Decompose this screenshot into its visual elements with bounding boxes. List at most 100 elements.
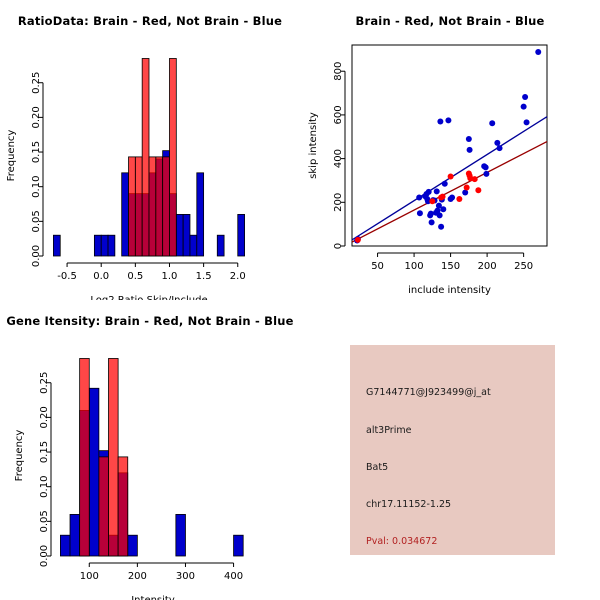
panel-gene-histogram: Gene Itensity: Brain - Red, Not Brain - … xyxy=(0,300,300,600)
ratio-histogram-svg: -0.5 0.0 0.5 1.0 1.5 2.0 0.00 0.05 0.10 0.15 0.20 0… xyxy=(6,58,246,300)
hist-bar xyxy=(121,172,129,257)
x-axis-label: Log2 Ratio Skip/Include xyxy=(90,295,207,300)
hist-bar xyxy=(175,514,186,557)
hist-bar xyxy=(93,234,102,257)
info-pval: Pval: 0.034672 xyxy=(366,536,438,547)
y-tick-label: 0 xyxy=(333,243,344,249)
x-tick-label: 100 xyxy=(405,261,424,272)
info-batch: Bat5 xyxy=(366,462,389,473)
hist-bar xyxy=(117,456,129,557)
scatter-point xyxy=(434,207,441,214)
scatter-point xyxy=(416,194,423,201)
gene-info-box: G7144771@J923499@j_at alt3Prime Bat5 chr… xyxy=(350,345,555,555)
scatter-point xyxy=(466,146,473,153)
scatter-point xyxy=(494,139,501,146)
y-tick-label: 600 xyxy=(333,105,344,124)
y-tick-label: 0.20 xyxy=(31,106,42,128)
y-tick-label: 0.05 xyxy=(31,210,42,232)
hist-bar xyxy=(141,58,150,257)
scatter-point xyxy=(354,236,361,243)
scatter-point xyxy=(416,210,423,217)
hist-series-brain xyxy=(128,58,177,257)
panel-ratio-histogram: RatioData: Brain - Red, Not Brain - Blue… xyxy=(0,0,300,300)
scatter-point xyxy=(475,187,482,194)
hist-bar xyxy=(134,156,143,257)
scatter-point xyxy=(483,170,490,177)
scatter-series-not-brain xyxy=(354,48,542,244)
x-tick-label: 2.0 xyxy=(230,271,246,282)
scatter-point xyxy=(523,119,530,126)
hist-bar xyxy=(100,234,109,257)
x-tick-label: 1.0 xyxy=(162,271,178,282)
scatter-point xyxy=(441,180,448,187)
hist-bar xyxy=(88,387,100,557)
scatter-point xyxy=(427,210,434,217)
y-tick-label: 0.25 xyxy=(39,372,50,394)
x-tick-label: 1.5 xyxy=(196,271,212,282)
scatter-point xyxy=(445,117,452,124)
hist-bar xyxy=(53,234,61,257)
x-tick-label: 300 xyxy=(176,571,195,582)
scatter-point xyxy=(522,93,529,100)
info-event-type: alt3Prime xyxy=(366,425,412,436)
scatter-point xyxy=(482,164,489,171)
scatter-point xyxy=(535,48,542,55)
y-tick-label: 0.10 xyxy=(39,476,50,498)
scatter-point xyxy=(438,223,445,230)
scatter-point xyxy=(440,206,447,213)
scatter-point xyxy=(435,202,442,209)
hist-bar xyxy=(216,234,225,257)
y-tick-label: 0.15 xyxy=(39,441,50,463)
scatter-point xyxy=(429,198,436,205)
hist-bar xyxy=(108,358,119,557)
hist-bar xyxy=(189,234,198,257)
scatter-point xyxy=(437,118,444,125)
x-tick-label: 200 xyxy=(478,261,497,272)
x-tick-label: 400 xyxy=(224,571,243,582)
y-axis-label: Frequency xyxy=(14,430,25,482)
hist-bar xyxy=(128,156,136,257)
hist-bar xyxy=(60,534,71,557)
scatter-series-brain xyxy=(354,170,482,243)
hist-series-brain xyxy=(79,358,129,557)
y-tick-label: 0.15 xyxy=(31,141,42,163)
scatter-point xyxy=(424,198,431,205)
scatter-point xyxy=(428,219,435,226)
x-tick-label: 200 xyxy=(128,571,147,582)
scatter-point xyxy=(463,184,470,191)
scatter-point xyxy=(439,193,446,200)
y-tick-label: 0.20 xyxy=(39,406,50,428)
x-tick-label: 250 xyxy=(514,261,533,272)
y-axis-label: Frequency xyxy=(6,130,17,182)
scatter-point xyxy=(456,196,463,203)
x-tick-label: 150 xyxy=(441,261,460,272)
hist-bar xyxy=(107,234,116,257)
gene-histogram-title: Gene Itensity: Brain - Red, Not Brain - … xyxy=(6,314,294,328)
scatter-point xyxy=(436,212,443,219)
scatter-point xyxy=(447,173,454,180)
hist-bar xyxy=(237,214,245,257)
y-axis-label: skip intensity xyxy=(308,112,319,179)
scatter-point xyxy=(433,188,440,195)
hist-bar xyxy=(162,156,170,257)
info-probe-id: G7144771@J923499@j_at xyxy=(366,387,491,398)
scatter-point xyxy=(462,189,469,196)
hist-bar xyxy=(175,214,184,257)
x-tick-label: 0.0 xyxy=(93,271,109,282)
hist-bar xyxy=(196,172,205,257)
scatter-title: Brain - Red, Not Brain - Blue xyxy=(355,14,545,28)
hist-bar xyxy=(69,514,81,557)
y-tick-label: 0.00 xyxy=(39,545,50,567)
x-tick-label: 0.5 xyxy=(127,271,143,282)
fit-line xyxy=(351,140,548,243)
x-axis-label: Intensity xyxy=(131,595,175,600)
hist-bar xyxy=(98,456,109,557)
y-tick-label: 200 xyxy=(333,193,344,212)
hist-bar xyxy=(127,534,138,557)
hist-bar xyxy=(169,58,177,257)
scatter-point xyxy=(496,145,503,152)
x-tick-label: -0.5 xyxy=(57,271,77,282)
hist-bar xyxy=(79,358,90,557)
ratio-histogram-title: RatioData: Brain - Red, Not Brain - Blue xyxy=(17,14,283,28)
